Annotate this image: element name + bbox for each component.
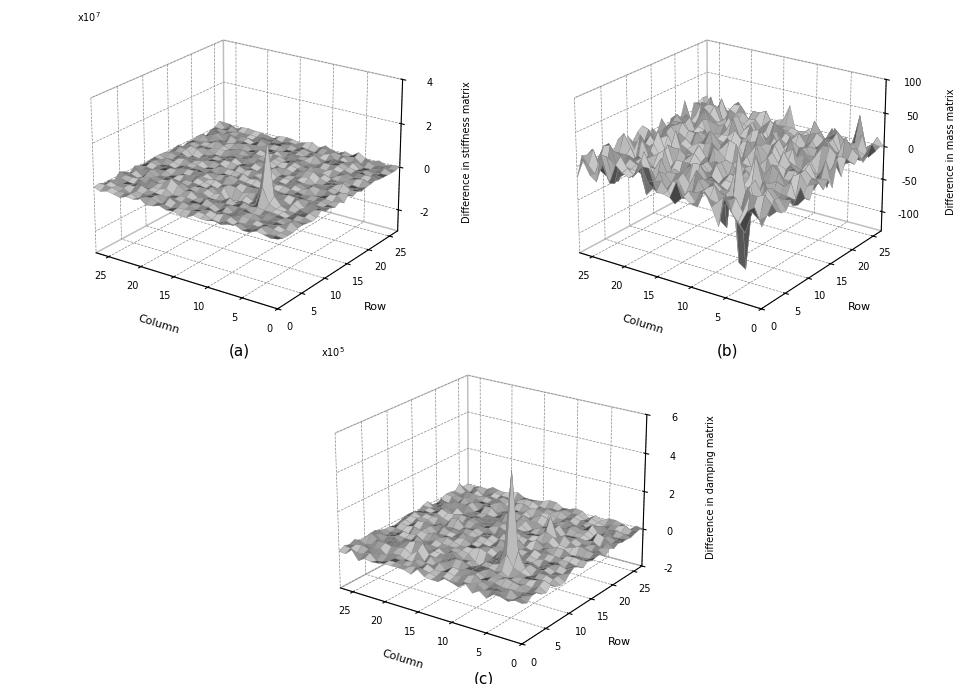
Text: (c): (c) bbox=[474, 672, 493, 684]
Y-axis label: Row: Row bbox=[363, 302, 387, 312]
Y-axis label: Row: Row bbox=[608, 637, 631, 647]
Y-axis label: Row: Row bbox=[847, 302, 871, 312]
X-axis label: Column: Column bbox=[381, 648, 425, 670]
X-axis label: Column: Column bbox=[137, 313, 181, 335]
Text: (a): (a) bbox=[229, 343, 250, 358]
X-axis label: Column: Column bbox=[620, 313, 664, 335]
Text: x10$^5$: x10$^5$ bbox=[320, 345, 345, 359]
Text: (b): (b) bbox=[717, 343, 739, 358]
Text: x10$^7$: x10$^7$ bbox=[76, 10, 101, 24]
